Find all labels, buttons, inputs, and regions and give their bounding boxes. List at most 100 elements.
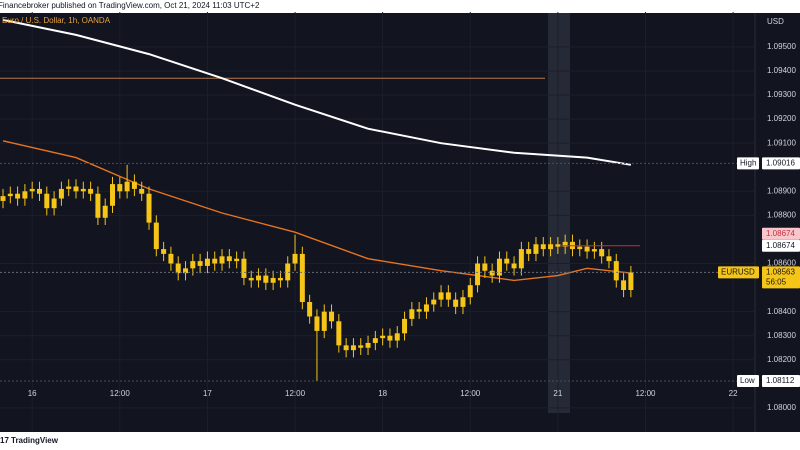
x-tick-label: 16 [28,389,37,398]
badge-value: 1.08112 [766,376,795,385]
candle-body [606,256,612,262]
candle-body [577,246,583,250]
candle-body [73,186,79,192]
badge-name-bg [737,157,759,170]
header-text: Financebroker published on TradingView.c… [0,1,260,10]
candle-body [380,335,386,339]
candle-body [460,297,466,307]
y-tick-label: 1.08200 [767,355,796,364]
candle-body [475,263,481,286]
candle-body [591,249,597,252]
candle-body [467,285,473,298]
candle-body [438,292,444,300]
header-bar [0,0,800,13]
candle-body [88,188,94,194]
candle-body [628,272,634,290]
candle-body [285,263,291,281]
candle-body [482,263,488,271]
candle-body [584,246,590,252]
marks [0,18,755,382]
candle-body [394,333,400,341]
candle-body [146,193,152,223]
candle-body [533,244,539,254]
badge-value: 1.09016 [766,159,795,168]
session-highlight [548,13,570,413]
badge-value: 1.08674 [766,241,795,250]
y-tick-label: 1.09200 [767,114,796,123]
candle-body [131,181,137,189]
candle-body [66,186,72,189]
candle-body [496,258,502,276]
moving-average [2,18,632,166]
candle-body [416,309,422,312]
candle-body [453,299,459,307]
candle-body [183,268,189,274]
candle-body [139,188,145,194]
badge-name: Low [740,376,755,385]
candle-body [372,338,378,343]
candle-body [80,188,86,192]
candle-body [307,302,313,317]
candle-body [7,193,13,197]
candle-body [431,299,437,305]
candle-body [102,205,108,218]
candle-body [124,181,130,192]
labels: 1.09500 1.09400 1.09300 1.09200 1.09100 1.089… [28,42,800,412]
y-tick-label: 1.09300 [767,90,796,99]
y-tick-label: 1.08600 [767,259,796,268]
candle-body [358,345,364,348]
candle-body [248,277,254,281]
x-tick-label: 12:00 [110,389,131,398]
candle-body [212,258,218,264]
candle-body [350,345,356,351]
candle-body [22,191,28,199]
candle-body [526,249,532,254]
candle-body [190,261,196,269]
candle-body [15,193,21,199]
x-tick-label: 12:00 [285,389,306,398]
candle-body [321,311,327,331]
grid [0,12,755,432]
x-tick-label: 22 [729,389,738,398]
y-tick-label: 1.08400 [767,307,796,316]
candle-body [256,275,262,281]
candle-body [51,198,57,209]
x-tick-label: 12:00 [460,389,481,398]
candle-body [621,280,627,290]
y-tick-label: 1.08900 [767,186,796,195]
candle-body [226,256,232,262]
candle-body [402,318,408,334]
badge-value-bg [762,266,800,289]
chart-title: Euro / U.S. Dollar, 1h, OANDA [2,16,111,25]
y-tick-label: 1.08300 [767,331,796,340]
candle-body [0,196,6,201]
moving-average [2,140,631,282]
candle-body [599,249,605,257]
candle-body [263,275,269,283]
badge-value-bg [762,227,800,240]
candle-body [518,249,524,269]
badge-name: High [740,159,756,168]
candle-body [365,342,371,348]
candle-body [409,309,415,319]
badge-name-bg [737,374,759,387]
footer-text: TradingView [11,436,59,445]
x-tick-label: 12:00 [635,389,656,398]
x-tick-label: 18 [378,389,387,398]
candle-body [270,277,276,283]
candle-body [387,335,393,341]
candle-body [161,249,167,254]
candle-body [153,222,159,250]
candle-body [110,184,116,206]
y-tick-label: 1.08800 [767,210,796,219]
candle-body [329,311,335,322]
badge-name-bg [718,266,759,279]
candle-body [204,258,210,266]
candle-body [241,258,247,278]
footer-bar [0,432,800,450]
candle-body [117,184,123,192]
candle-body [58,188,64,199]
badge-name: EURUSD [721,268,755,277]
candle-body [555,244,561,247]
